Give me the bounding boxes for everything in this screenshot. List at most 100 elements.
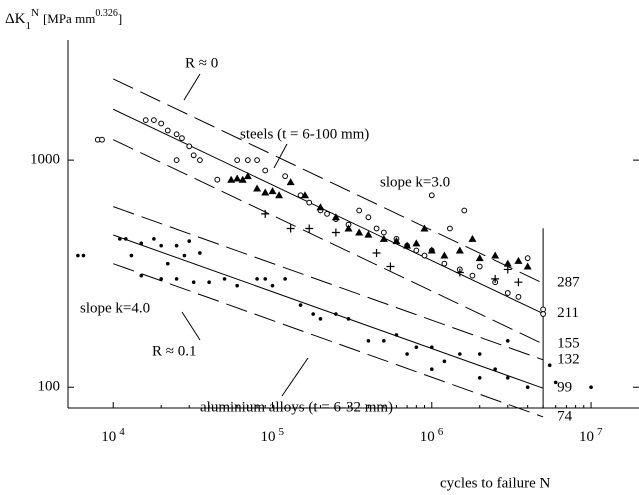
point <box>455 268 464 277</box>
point <box>505 339 510 343</box>
point <box>386 262 395 271</box>
point <box>365 214 372 221</box>
annotation: slope k=3.0 <box>380 174 450 190</box>
x-tick-label: 10 5 <box>261 426 285 446</box>
point <box>244 157 251 164</box>
point <box>505 376 510 380</box>
band-line <box>113 78 544 284</box>
x-tick-label: 10 6 <box>420 426 444 446</box>
x-tick-exp: 6 <box>438 426 444 438</box>
point <box>124 237 128 241</box>
annotation: aluminium alloys (t = 6-32 mm) <box>200 399 393 415</box>
point <box>182 253 187 258</box>
point <box>118 237 122 241</box>
point <box>190 152 197 159</box>
point <box>305 224 314 233</box>
point <box>540 306 547 313</box>
reference-value: 132 <box>557 351 580 367</box>
point <box>129 253 134 258</box>
x-tick-base: 10 <box>420 429 435 445</box>
point <box>420 224 429 232</box>
point <box>261 188 270 196</box>
point <box>364 230 373 238</box>
y-label-sup: N <box>31 7 39 19</box>
point <box>222 277 227 281</box>
x-tick-base: 10 <box>101 429 116 445</box>
reference-value: 287 <box>557 275 580 291</box>
leader-line <box>273 143 288 169</box>
point <box>331 213 340 221</box>
point <box>165 261 170 266</box>
y-axis-label: ΔK1N [MPa mm0.326] <box>5 7 122 32</box>
point <box>394 333 399 337</box>
point <box>318 317 323 321</box>
x-tick-exp: 5 <box>279 426 285 438</box>
point <box>372 248 381 257</box>
point <box>468 234 477 242</box>
point <box>174 277 179 281</box>
leader-line <box>281 357 309 397</box>
point <box>589 385 593 390</box>
point <box>255 277 259 281</box>
annotation: slope k=4.0 <box>80 300 150 316</box>
point <box>344 224 353 232</box>
point <box>282 173 289 180</box>
point <box>429 345 434 350</box>
point <box>158 120 165 127</box>
point <box>179 135 185 142</box>
point <box>503 259 512 267</box>
point <box>159 277 163 281</box>
point <box>298 303 303 307</box>
point <box>235 283 239 288</box>
y-tick-label: 1000 <box>30 152 60 168</box>
point <box>540 311 547 317</box>
point <box>262 167 269 174</box>
point <box>458 352 462 356</box>
point <box>441 260 448 267</box>
point <box>503 265 512 274</box>
point <box>392 237 401 245</box>
x-tick-exp: 4 <box>119 426 125 438</box>
point <box>174 243 179 248</box>
point <box>139 241 144 246</box>
point <box>207 280 211 285</box>
point <box>382 339 386 343</box>
point <box>442 359 447 364</box>
point <box>306 199 313 206</box>
y-label-close: ] <box>118 11 122 26</box>
point <box>270 283 275 288</box>
point <box>427 246 436 254</box>
point <box>421 252 428 259</box>
point <box>414 345 419 350</box>
point <box>233 174 242 182</box>
point <box>491 251 500 259</box>
point <box>523 262 532 270</box>
point <box>275 191 284 199</box>
point <box>254 157 260 164</box>
annotation: steels (t = 6-100 mm) <box>240 126 369 142</box>
x-tick-label: 10 4 <box>101 426 125 446</box>
y-label-sub: 1 <box>25 20 31 32</box>
point <box>196 157 203 164</box>
point <box>142 117 149 124</box>
point <box>380 229 387 236</box>
point <box>81 253 86 258</box>
point <box>405 352 409 356</box>
point <box>428 192 435 199</box>
band-line <box>113 206 544 361</box>
point <box>525 385 530 390</box>
point <box>524 255 531 262</box>
point <box>164 127 171 134</box>
point <box>504 290 511 296</box>
point <box>283 277 287 281</box>
point <box>515 293 522 300</box>
point <box>198 251 202 255</box>
point <box>331 228 340 237</box>
point <box>152 237 156 241</box>
point <box>186 143 193 150</box>
point <box>173 157 180 164</box>
point <box>477 376 482 380</box>
point <box>150 117 157 124</box>
point <box>514 256 523 264</box>
